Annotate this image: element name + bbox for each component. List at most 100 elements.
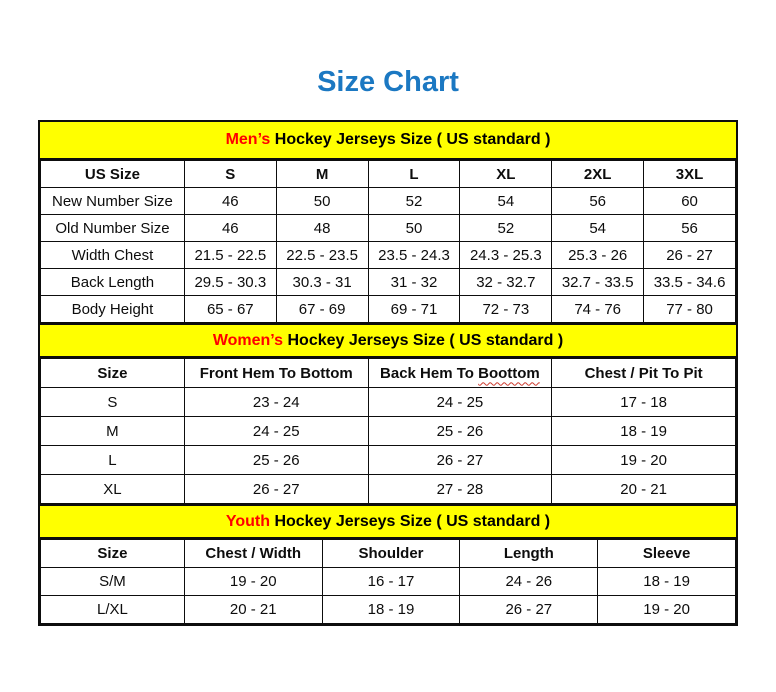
column-header: 2XL: [551, 160, 645, 188]
womens-banner-highlight: Women’s: [212, 331, 284, 349]
size-value: 21.5 - 22.5: [183, 241, 277, 269]
table-row: M 24 - 25 25 - 26 18 - 19: [40, 416, 736, 446]
column-header-misspelled: Back Hem To Boottom: [367, 358, 553, 388]
column-header: Chest / Pit To Pit: [551, 358, 736, 388]
column-header: Shoulder: [321, 539, 461, 568]
column-header: Size: [40, 358, 185, 388]
spellcheck-squiggle-word: Boottom: [478, 364, 540, 382]
table-row: S 23 - 24 24 - 25 17 - 18: [40, 387, 736, 417]
size-value: 24 - 25: [183, 416, 369, 446]
size-value: 18 - 19: [597, 567, 736, 596]
column-header: Size: [40, 539, 185, 568]
mens-banner-highlight: Men’s: [225, 131, 271, 148]
column-header: XL: [459, 160, 553, 188]
size-value: 32.7 - 33.5: [551, 268, 645, 296]
table-row: Body Height 65 - 67 67 - 69 69 - 71 72 -…: [40, 295, 736, 323]
size-value: 46: [183, 214, 277, 242]
table-row: Old Number Size 46 48 50 52 54 56: [40, 214, 736, 242]
size-value: 50: [275, 187, 369, 215]
youth-size-table: Size Chest / Width Shoulder Length Sleev…: [40, 539, 736, 624]
size-value: 20 - 21: [183, 595, 323, 624]
row-label: Body Height: [40, 295, 185, 323]
size-value: 72 - 73: [459, 295, 553, 323]
size-value: 19 - 20: [597, 595, 736, 624]
size-value: 26 - 27: [367, 445, 553, 475]
size-value: 20 - 21: [551, 474, 736, 504]
column-header: M: [275, 160, 369, 188]
column-header: Sleeve: [597, 539, 736, 568]
row-label: S: [40, 387, 185, 417]
table-row: L/XL 20 - 21 18 - 19 26 - 27 19 - 20: [40, 595, 736, 624]
column-header: Chest / Width: [183, 539, 323, 568]
column-header: Length: [459, 539, 599, 568]
size-value: 24 - 25: [367, 387, 553, 417]
row-label: New Number Size: [40, 187, 185, 215]
table-row: New Number Size 46 50 52 54 56 60: [40, 187, 736, 215]
youth-banner-highlight: Youth: [225, 512, 270, 530]
size-value: 25 - 26: [183, 445, 369, 475]
size-value: 33.5 - 34.6: [643, 268, 736, 296]
size-value: 24 - 26: [459, 567, 599, 596]
size-value: 25.3 - 26: [551, 241, 645, 269]
row-label: M: [40, 416, 185, 446]
page-title: Size Chart: [317, 66, 459, 98]
table-row: XL 26 - 27 27 - 28 20 - 21: [40, 474, 736, 504]
womens-section-banner: Women’s Hockey Jerseys Size ( US standar…: [40, 323, 736, 358]
size-value: 54: [551, 214, 645, 242]
size-value: 52: [367, 187, 461, 215]
size-value: 16 - 17: [321, 567, 461, 596]
row-label: S/M: [40, 567, 185, 596]
size-value: 30.3 - 31: [275, 268, 369, 296]
size-value: 18 - 19: [321, 595, 461, 624]
size-value: 29.5 - 30.3: [183, 268, 277, 296]
row-label: Old Number Size: [40, 214, 185, 242]
size-value: 26 - 27: [183, 474, 369, 504]
size-value: 52: [459, 214, 553, 242]
row-label: L/XL: [40, 595, 185, 624]
mens-section-banner: Men’s Hockey Jerseys Size ( US standard …: [40, 122, 736, 160]
size-value: 26 - 27: [643, 241, 736, 269]
size-value: 23.5 - 24.3: [367, 241, 461, 269]
size-value: 25 - 26: [367, 416, 553, 446]
mens-size-table: US Size S M L XL 2XL 3XL New Number Size…: [40, 160, 736, 323]
column-header: L: [367, 160, 461, 188]
size-value: 60: [643, 187, 736, 215]
size-value: 48: [275, 214, 369, 242]
column-header: 3XL: [643, 160, 736, 188]
size-value: 50: [367, 214, 461, 242]
table-row: Back Length 29.5 - 30.3 30.3 - 31 31 - 3…: [40, 268, 736, 296]
row-label: Back Length: [40, 268, 185, 296]
table-row: S/M 19 - 20 16 - 17 24 - 26 18 - 19: [40, 567, 736, 596]
womens-banner-text: Hockey Jerseys Size ( US standard ): [283, 331, 564, 349]
size-value: 24.3 - 25.3: [459, 241, 553, 269]
size-value: 46: [183, 187, 277, 215]
womens-size-table: Size Front Hem To Bottom Back Hem To Boo…: [40, 358, 736, 504]
row-label: L: [40, 445, 185, 475]
table-row: L 25 - 26 26 - 27 19 - 20: [40, 445, 736, 475]
size-value: 77 - 80: [643, 295, 736, 323]
size-value: 32 - 32.7: [459, 268, 553, 296]
size-value: 56: [551, 187, 645, 215]
size-chart: Men’s Hockey Jerseys Size ( US standard …: [38, 120, 738, 626]
row-label: XL: [40, 474, 185, 504]
size-value: 17 - 18: [551, 387, 736, 417]
row-label: Width Chest: [40, 241, 185, 269]
column-header: US Size: [40, 160, 185, 188]
womens-header-row: Size Front Hem To Bottom Back Hem To Boo…: [40, 358, 736, 388]
size-value: 19 - 20: [551, 445, 736, 475]
mens-header-row: US Size S M L XL 2XL 3XL: [40, 160, 736, 188]
size-value: 31 - 32: [367, 268, 461, 296]
size-value: 18 - 19: [551, 416, 736, 446]
mens-banner-text: Hockey Jerseys Size ( US standard ): [270, 131, 551, 148]
size-value: 23 - 24: [183, 387, 369, 417]
table-row: Width Chest 21.5 - 22.5 22.5 - 23.5 23.5…: [40, 241, 736, 269]
size-value: 74 - 76: [551, 295, 645, 323]
column-header: Front Hem To Bottom: [183, 358, 369, 388]
youth-header-row: Size Chest / Width Shoulder Length Sleev…: [40, 539, 736, 568]
size-value: 27 - 28: [367, 474, 553, 504]
size-value: 67 - 69: [275, 295, 369, 323]
size-value: 54: [459, 187, 553, 215]
size-value: 56: [643, 214, 736, 242]
column-header: S: [183, 160, 277, 188]
size-value: 65 - 67: [183, 295, 277, 323]
